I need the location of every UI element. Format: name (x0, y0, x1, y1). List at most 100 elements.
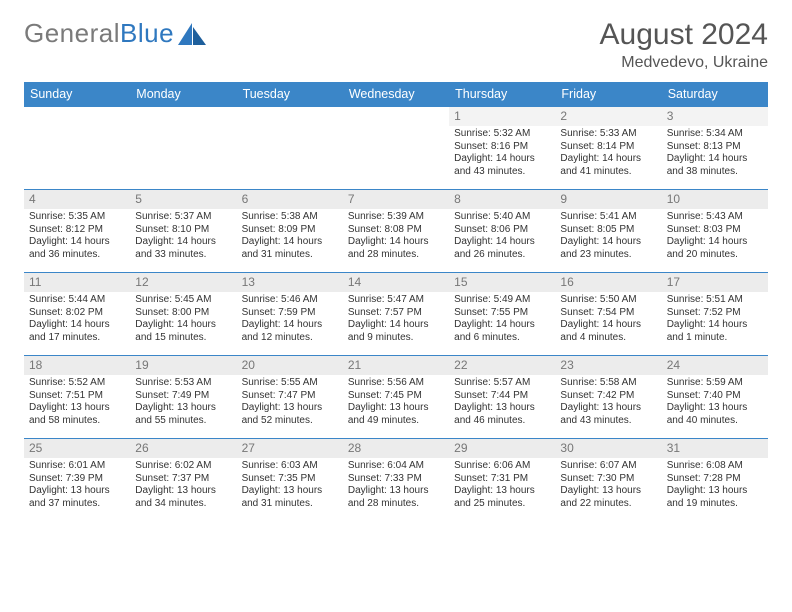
daylight-text: and 55 minutes. (135, 415, 231, 428)
sunset-text: Sunset: 7:44 PM (454, 390, 550, 403)
daylight-text: and 33 minutes. (135, 249, 231, 262)
day-number: 22 (449, 356, 555, 375)
daylight-text: Daylight: 13 hours (135, 485, 231, 498)
weekday-header: Wednesday (343, 82, 449, 106)
day-cell: 8Sunrise: 5:40 AMSunset: 8:06 PMDaylight… (449, 190, 555, 272)
sunset-text: Sunset: 8:06 PM (454, 224, 550, 237)
day-number: 28 (343, 439, 449, 458)
day-cell: 6Sunrise: 5:38 AMSunset: 8:09 PMDaylight… (237, 190, 343, 272)
day-number: 24 (662, 356, 768, 375)
day-cell: 2Sunrise: 5:33 AMSunset: 8:14 PMDaylight… (555, 107, 661, 189)
daylight-text: Daylight: 14 hours (560, 319, 656, 332)
daylight-text: Daylight: 14 hours (667, 153, 763, 166)
daylight-text: Daylight: 13 hours (242, 402, 338, 415)
sunrise-text: Sunrise: 5:32 AM (454, 128, 550, 141)
sunrise-text: Sunrise: 5:39 AM (348, 211, 444, 224)
week-row: 1Sunrise: 5:32 AMSunset: 8:16 PMDaylight… (24, 106, 768, 189)
daylight-text: and 37 minutes. (29, 498, 125, 511)
sunrise-text: Sunrise: 5:41 AM (560, 211, 656, 224)
title-block: August 2024 Medvedevo, Ukraine (600, 18, 768, 72)
sunrise-text: Sunrise: 5:44 AM (29, 294, 125, 307)
sunrise-text: Sunrise: 5:34 AM (667, 128, 763, 141)
daylight-text: and 43 minutes. (454, 166, 550, 179)
day-number: 7 (343, 190, 449, 209)
daylight-text: Daylight: 14 hours (135, 319, 231, 332)
sunrise-text: Sunrise: 5:35 AM (29, 211, 125, 224)
daylight-text: and 17 minutes. (29, 332, 125, 345)
daylight-text: and 43 minutes. (560, 415, 656, 428)
daylight-text: Daylight: 14 hours (29, 236, 125, 249)
weekday-header: Sunday (24, 82, 130, 106)
daylight-text: Daylight: 14 hours (560, 153, 656, 166)
logo-sail-icon (178, 23, 206, 45)
sunset-text: Sunset: 8:10 PM (135, 224, 231, 237)
sunset-text: Sunset: 7:33 PM (348, 473, 444, 486)
sunrise-text: Sunrise: 5:37 AM (135, 211, 231, 224)
day-number: 2 (555, 107, 661, 126)
sunrise-text: Sunrise: 5:40 AM (454, 211, 550, 224)
sunrise-text: Sunrise: 5:59 AM (667, 377, 763, 390)
day-number: 18 (24, 356, 130, 375)
day-number: 5 (130, 190, 236, 209)
daylight-text: Daylight: 13 hours (242, 485, 338, 498)
sunset-text: Sunset: 8:13 PM (667, 141, 763, 154)
daylight-text: and 12 minutes. (242, 332, 338, 345)
daylight-text: Daylight: 13 hours (348, 485, 444, 498)
daylight-text: Daylight: 14 hours (242, 319, 338, 332)
sunset-text: Sunset: 7:42 PM (560, 390, 656, 403)
daylight-text: and 28 minutes. (348, 249, 444, 262)
daylight-text: Daylight: 14 hours (135, 236, 231, 249)
daylight-text: and 46 minutes. (454, 415, 550, 428)
sunrise-text: Sunrise: 5:49 AM (454, 294, 550, 307)
daylight-text: and 9 minutes. (348, 332, 444, 345)
logo-word-1: General (24, 18, 120, 48)
day-number: 9 (555, 190, 661, 209)
sunrise-text: Sunrise: 6:07 AM (560, 460, 656, 473)
daylight-text: and 20 minutes. (667, 249, 763, 262)
day-number: 11 (24, 273, 130, 292)
weekday-header: Monday (130, 82, 236, 106)
day-cell: 27Sunrise: 6:03 AMSunset: 7:35 PMDayligh… (237, 439, 343, 521)
day-number: 26 (130, 439, 236, 458)
day-number: 17 (662, 273, 768, 292)
daylight-text: and 36 minutes. (29, 249, 125, 262)
day-cell: 1Sunrise: 5:32 AMSunset: 8:16 PMDaylight… (449, 107, 555, 189)
day-number: 23 (555, 356, 661, 375)
sunset-text: Sunset: 7:52 PM (667, 307, 763, 320)
sunset-text: Sunset: 7:45 PM (348, 390, 444, 403)
day-cell: 16Sunrise: 5:50 AMSunset: 7:54 PMDayligh… (555, 273, 661, 355)
sunset-text: Sunset: 7:28 PM (667, 473, 763, 486)
day-number: 31 (662, 439, 768, 458)
daylight-text: and 26 minutes. (454, 249, 550, 262)
sunrise-text: Sunrise: 6:02 AM (135, 460, 231, 473)
sunrise-text: Sunrise: 5:38 AM (242, 211, 338, 224)
day-cell: 18Sunrise: 5:52 AMSunset: 7:51 PMDayligh… (24, 356, 130, 438)
sunset-text: Sunset: 7:30 PM (560, 473, 656, 486)
day-cell: 9Sunrise: 5:41 AMSunset: 8:05 PMDaylight… (555, 190, 661, 272)
sunset-text: Sunset: 7:55 PM (454, 307, 550, 320)
logo-text: GeneralBlue (24, 18, 174, 49)
day-cell: 19Sunrise: 5:53 AMSunset: 7:49 PMDayligh… (130, 356, 236, 438)
logo: GeneralBlue (24, 18, 206, 49)
daylight-text: Daylight: 14 hours (454, 153, 550, 166)
sunset-text: Sunset: 7:40 PM (667, 390, 763, 403)
weekday-header: Saturday (662, 82, 768, 106)
daylight-text: Daylight: 14 hours (454, 236, 550, 249)
sunset-text: Sunset: 8:09 PM (242, 224, 338, 237)
daylight-text: Daylight: 13 hours (348, 402, 444, 415)
weekday-header: Friday (555, 82, 661, 106)
sunrise-text: Sunrise: 5:56 AM (348, 377, 444, 390)
sunrise-text: Sunrise: 6:08 AM (667, 460, 763, 473)
week-row: 25Sunrise: 6:01 AMSunset: 7:39 PMDayligh… (24, 438, 768, 521)
header: GeneralBlue August 2024 Medvedevo, Ukrai… (24, 18, 768, 72)
daylight-text: Daylight: 13 hours (454, 485, 550, 498)
sunset-text: Sunset: 7:31 PM (454, 473, 550, 486)
empty-cell (130, 107, 236, 189)
day-number: 16 (555, 273, 661, 292)
day-number: 20 (237, 356, 343, 375)
weekday-header: Tuesday (237, 82, 343, 106)
sunset-text: Sunset: 8:02 PM (29, 307, 125, 320)
sunset-text: Sunset: 7:35 PM (242, 473, 338, 486)
day-cell: 7Sunrise: 5:39 AMSunset: 8:08 PMDaylight… (343, 190, 449, 272)
daylight-text: and 41 minutes. (560, 166, 656, 179)
